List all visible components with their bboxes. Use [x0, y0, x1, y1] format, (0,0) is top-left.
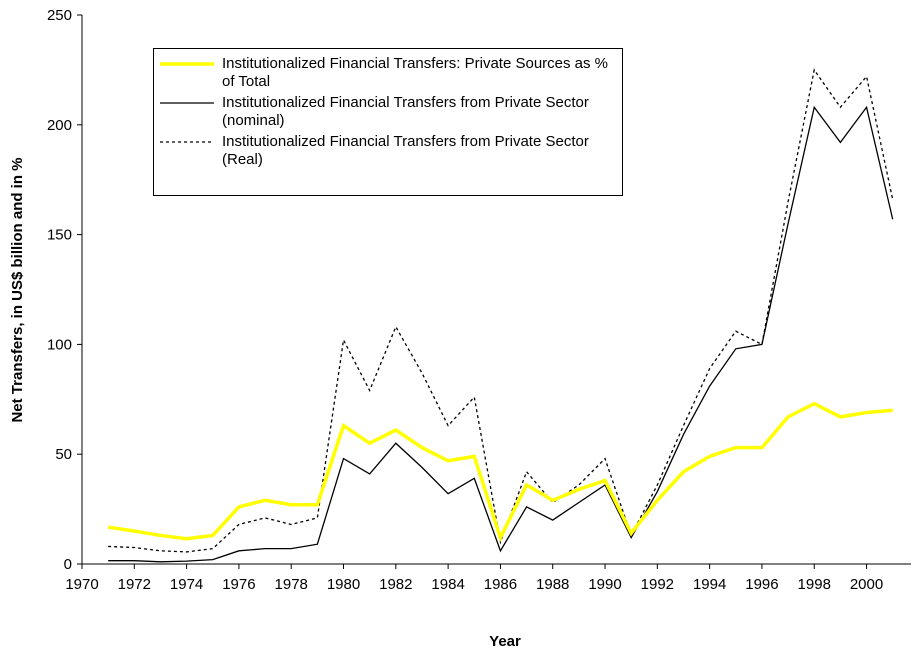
x-tick-label: 1998: [798, 576, 831, 593]
y-tick-label: 100: [47, 336, 72, 353]
series-line: [108, 68, 894, 553]
legend-item: Institutionalized Financial Transfers fr…: [158, 133, 618, 169]
series-line: [108, 105, 894, 563]
x-tick-label: 1986: [484, 576, 517, 593]
legend-swatch: [160, 141, 214, 143]
legend-item: Institutionalized Financial Transfers: P…: [158, 55, 618, 91]
x-tick-label: 1970: [65, 576, 98, 593]
x-tick-label: 1988: [536, 576, 569, 593]
series-line: [107, 401, 893, 543]
x-tick-label: 1974: [170, 576, 203, 593]
x-tick-label: 2000: [850, 576, 883, 593]
x-tick-label: 1972: [118, 576, 151, 593]
x-tick-label: 1994: [693, 576, 726, 593]
y-tick-label: 250: [47, 7, 72, 24]
x-axis-title: Year: [489, 633, 521, 650]
x-tick-label: 1990: [588, 576, 621, 593]
legend-swatch: [160, 62, 214, 66]
y-tick-label: 150: [47, 227, 72, 244]
y-tick-label: 50: [55, 446, 72, 463]
y-tick-label: 200: [47, 117, 72, 134]
y-axis-title: Net Transfers, in US$ billion and in %: [9, 157, 26, 422]
x-tick-label: 1978: [275, 576, 308, 593]
legend-item: Institutionalized Financial Transfers fr…: [158, 94, 618, 130]
x-tick-label: 1984: [431, 576, 464, 593]
y-tick-label: 0: [64, 556, 72, 573]
x-tick-label: 1982: [379, 576, 412, 593]
legend: Institutionalized Financial Transfers: P…: [153, 48, 623, 196]
x-tick-label: 1980: [327, 576, 360, 593]
legend-label: Institutionalized Financial Transfers fr…: [222, 133, 589, 168]
x-tick-label: 1976: [222, 576, 255, 593]
x-tick-label: 1996: [745, 576, 778, 593]
x-tick-label: 1992: [641, 576, 674, 593]
legend-label: Institutionalized Financial Transfers fr…: [222, 94, 589, 129]
legend-swatch: [160, 102, 214, 104]
legend-label: Institutionalized Financial Transfers: P…: [222, 55, 609, 90]
